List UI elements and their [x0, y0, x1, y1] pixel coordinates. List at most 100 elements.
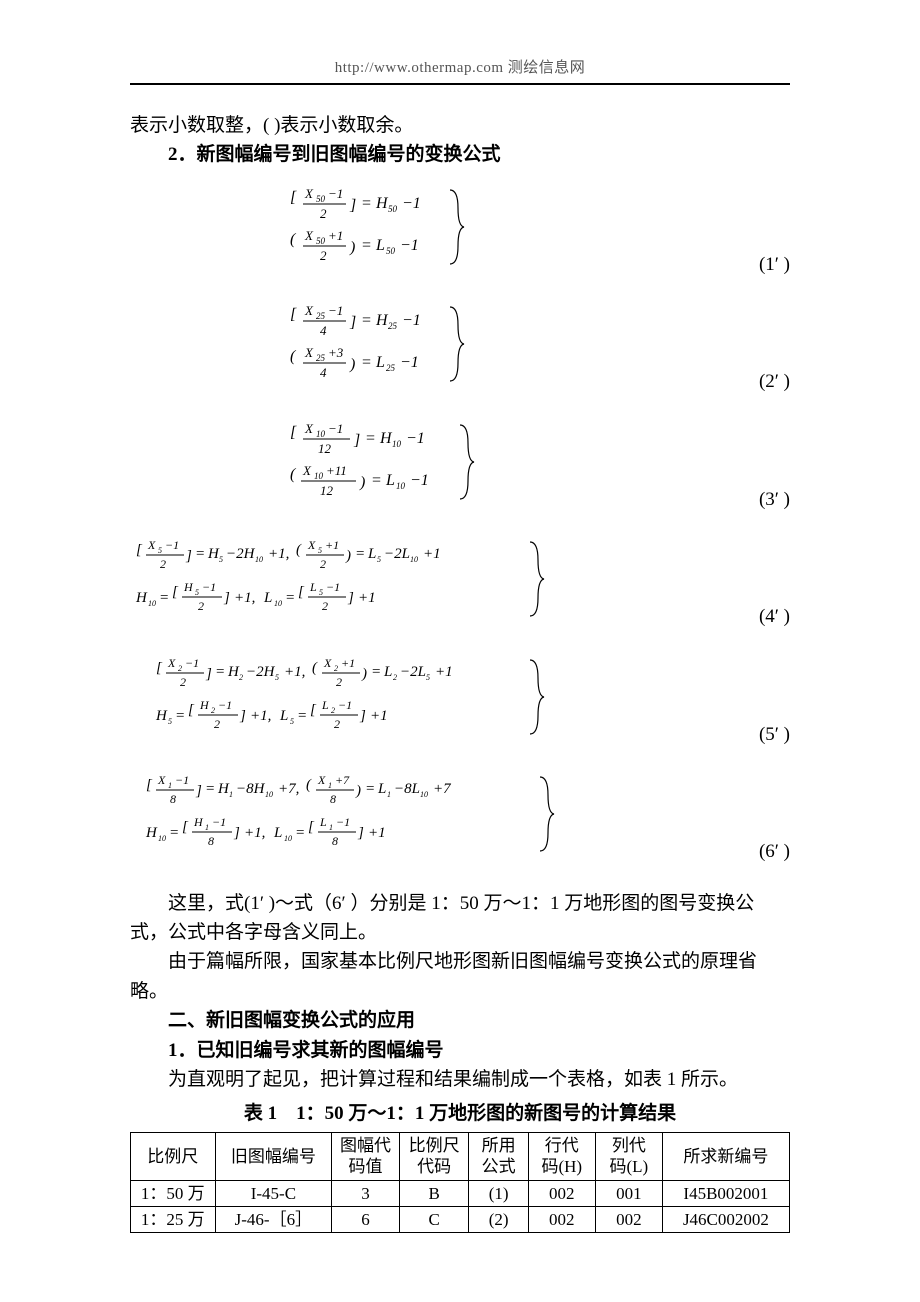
svg-text:): ): [349, 239, 355, 256]
svg-text:5: 5: [426, 673, 430, 682]
svg-text:=: =: [362, 312, 371, 329]
svg-text:−1: −1: [165, 538, 179, 552]
svg-text:2: 2: [334, 717, 340, 731]
svg-text:−1: −1: [336, 815, 350, 829]
svg-text:10: 10: [316, 429, 326, 439]
svg-text:=: =: [298, 708, 306, 724]
svg-text:10: 10: [158, 834, 166, 843]
svg-text:2: 2: [322, 599, 328, 613]
svg-text:+1: +1: [358, 590, 376, 606]
svg-text:=: =: [362, 237, 371, 254]
svg-text:+1: +1: [423, 546, 441, 562]
svg-text:L: L: [375, 237, 385, 254]
svg-text:−1: −1: [328, 186, 343, 201]
svg-text:X: X: [157, 773, 166, 787]
svg-text:(: (: [312, 660, 318, 676]
svg-text:H: H: [183, 580, 194, 594]
svg-text:25: 25: [388, 321, 398, 331]
cell: (2): [469, 1206, 528, 1232]
table-body: 1：50 万 I-45-C 3 B (1) 002 001 I45B002001…: [131, 1180, 790, 1233]
svg-text:−8H: −8H: [236, 781, 266, 797]
svg-text:=: =: [362, 195, 371, 212]
svg-text:=: =: [176, 708, 184, 724]
svg-text:=: =: [170, 825, 178, 841]
formula-6-svg: [ X1−1 8 ] = H1 −8H10 +7, ( X1+7 8 ) = L…: [140, 771, 580, 857]
svg-text:+7: +7: [433, 781, 452, 797]
formula-2-label: (2′ ): [759, 367, 790, 396]
svg-text:): ): [355, 783, 361, 799]
svg-text:5: 5: [158, 546, 162, 555]
svg-text:X: X: [304, 421, 314, 436]
svg-text:+1,: +1,: [284, 664, 305, 680]
svg-text:25: 25: [316, 353, 326, 363]
svg-text:2: 2: [211, 706, 215, 715]
formula-5: [ X2−1 2 ] = H2 −2H5 +1, ( X2+1 2 ) = L2: [130, 654, 790, 749]
svg-text:2: 2: [178, 664, 182, 673]
svg-text:2: 2: [214, 717, 220, 731]
svg-text:L: L: [367, 546, 376, 562]
svg-text:10: 10: [396, 481, 406, 491]
svg-text:=: =: [196, 546, 204, 562]
cell: 002: [595, 1206, 662, 1232]
formula-4-label: (4′ ): [759, 602, 790, 631]
cell: 1：50 万: [131, 1180, 216, 1206]
svg-text:+1: +1: [328, 228, 343, 243]
svg-text:−1: −1: [328, 303, 343, 318]
svg-text:=: =: [216, 664, 224, 680]
svg-text:]: ]: [185, 548, 192, 564]
svg-text:10: 10: [148, 599, 156, 608]
svg-text:12: 12: [320, 483, 334, 498]
cell: I-45-C: [215, 1180, 332, 1206]
svg-text:10: 10: [410, 555, 418, 564]
svg-text:+1: +1: [370, 708, 388, 724]
svg-text:]: ]: [239, 708, 246, 724]
svg-text:2: 2: [320, 248, 327, 263]
col-formula: 所用公式: [469, 1133, 528, 1181]
svg-text:+1,: +1,: [268, 546, 289, 562]
svg-text:2: 2: [160, 557, 166, 571]
svg-text:10: 10: [284, 834, 292, 843]
svg-text:H: H: [135, 590, 148, 606]
page: http://www.othermap.com 测绘信息网 表示小数取整，( )…: [0, 0, 920, 1302]
svg-text:2: 2: [180, 675, 186, 689]
svg-text:[: [: [172, 584, 179, 600]
formula-3-svg: [ X10−1 12 ] = H10−1 ( X10+11 12 ) = L10…: [280, 419, 510, 505]
svg-text:2: 2: [393, 673, 397, 682]
svg-text:[: [: [188, 702, 195, 718]
table-row: 1：25 万 J-46-［6］ 6 C (2) 002 002 J46C0020…: [131, 1206, 790, 1232]
svg-text:10: 10: [274, 599, 282, 608]
svg-text:12: 12: [318, 441, 332, 456]
svg-text:+1,: +1,: [250, 708, 271, 724]
svg-text:L: L: [263, 590, 272, 606]
formula-3-label: (3′ ): [759, 485, 790, 514]
svg-text:): ): [349, 356, 355, 373]
svg-text:50: 50: [316, 194, 326, 204]
svg-text:5: 5: [219, 555, 223, 564]
svg-text:[: [: [298, 584, 305, 600]
svg-text:L: L: [377, 781, 386, 797]
svg-text:4: 4: [320, 365, 327, 380]
formula-1-svg: [ X50−1 2 ] = H50−1 ( X50+1 2 ) = L50−1: [280, 184, 500, 270]
svg-text:X: X: [302, 463, 312, 478]
svg-text:5: 5: [319, 588, 323, 597]
svg-text:]: ]: [359, 708, 366, 724]
svg-text:L: L: [309, 580, 317, 594]
svg-text:]: ]: [195, 783, 202, 799]
intro-line: 表示小数取整，( )表示小数取余。: [130, 111, 790, 140]
svg-text:1: 1: [168, 781, 172, 790]
svg-text:): ): [359, 474, 365, 491]
svg-text:+1,: +1,: [244, 825, 265, 841]
svg-text:(: (: [296, 542, 302, 558]
svg-text:]: ]: [353, 432, 360, 449]
svg-text:(: (: [290, 348, 297, 365]
svg-text:=: =: [356, 546, 364, 562]
svg-text:[: [: [290, 189, 297, 206]
svg-text:2: 2: [336, 675, 342, 689]
svg-text:50: 50: [388, 204, 398, 214]
svg-text:50: 50: [386, 246, 396, 256]
svg-text:10: 10: [255, 555, 263, 564]
svg-text:H: H: [375, 312, 389, 329]
cell: 002: [528, 1180, 595, 1206]
post-p2: 由于篇幅所限，国家基本比例尺地形图新旧图幅编号变换公式的原理省略。: [130, 947, 790, 1006]
formula-1: [ X50−1 2 ] = H50−1 ( X50+1 2 ) = L50−1: [130, 184, 790, 279]
